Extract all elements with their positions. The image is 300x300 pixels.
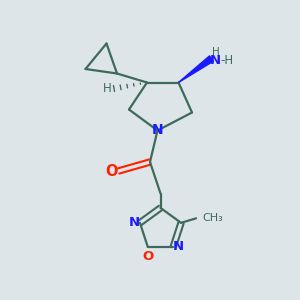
Text: H: H (212, 47, 220, 57)
Text: N: N (209, 53, 221, 67)
Polygon shape (178, 56, 213, 82)
Text: O: O (106, 164, 118, 178)
Text: O: O (142, 250, 153, 263)
Text: -H: -H (220, 53, 234, 67)
Text: H: H (103, 82, 112, 95)
Text: CH₃: CH₃ (202, 213, 223, 223)
Text: N: N (173, 241, 184, 254)
Text: N: N (152, 124, 163, 137)
Text: N: N (129, 216, 140, 229)
